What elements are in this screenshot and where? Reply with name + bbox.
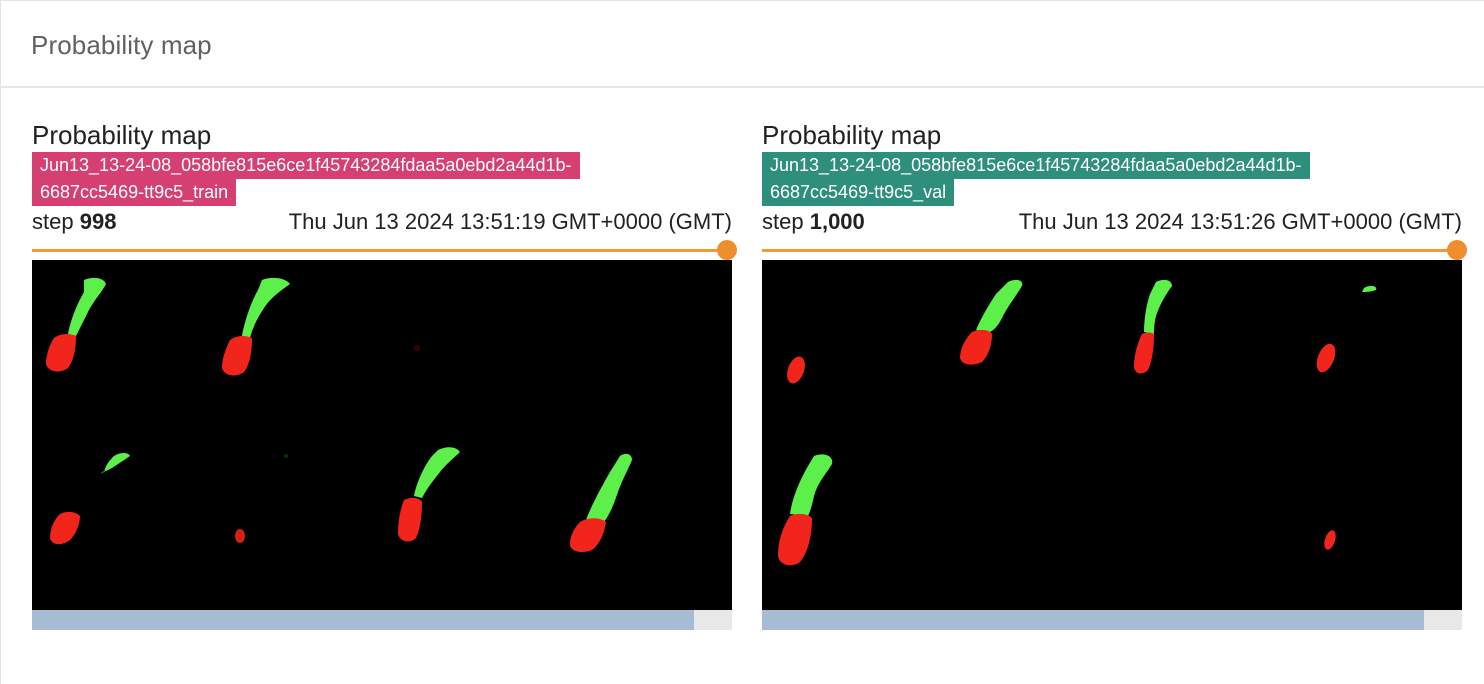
step-row: step 1,000 Thu Jun 13 2024 13:51:26 GMT+… <box>762 208 1464 236</box>
section-header[interactable]: Probability map <box>0 0 1484 88</box>
scroll-thumb[interactable] <box>762 610 1424 630</box>
run-tag: Jun13_13-24-08_058bfe815e6ce1f45743284fd… <box>762 152 1452 206</box>
horizontal-scrollbar[interactable] <box>762 610 1462 630</box>
run-tag-line-1: Jun13_13-24-08_058bfe815e6ce1f45743284fd… <box>32 152 580 179</box>
timestamp: Thu Jun 13 2024 13:51:26 GMT+0000 (GMT) <box>1018 209 1462 234</box>
top-border <box>0 0 1484 1</box>
step-slider[interactable] <box>762 240 1467 260</box>
timestamp: Thu Jun 13 2024 13:51:19 GMT+0000 (GMT) <box>288 209 732 234</box>
scroll-thumb[interactable] <box>32 610 694 630</box>
card-title: Probability map <box>762 120 942 150</box>
step-value: 1,000 <box>809 209 865 234</box>
step-info: step 1,000 <box>762 208 865 236</box>
step-info: step 998 <box>32 208 116 236</box>
step-label: step <box>32 209 74 234</box>
left-border <box>0 0 1 684</box>
slider-track[interactable] <box>32 249 722 252</box>
horizontal-scrollbar[interactable] <box>32 610 732 630</box>
card-title: Probability map <box>32 120 212 150</box>
run-tag-line-1: Jun13_13-24-08_058bfe815e6ce1f45743284fd… <box>762 152 1310 179</box>
image-card-val: Probability map Jun13_13-24-08_058bfe815… <box>762 118 1467 630</box>
section-title: Probability map <box>31 30 212 60</box>
probability-map-image <box>762 260 1462 610</box>
slider-thumb[interactable] <box>1447 240 1467 260</box>
image-card-train: Probability map Jun13_13-24-08_058bfe815… <box>32 118 737 630</box>
slider-track[interactable] <box>762 249 1452 252</box>
probability-map-val <box>762 260 1462 610</box>
run-tag-line-2: 6687cc5469-tt9c5_val <box>762 179 955 206</box>
probability-map-train <box>32 260 732 610</box>
step-value: 998 <box>79 209 117 234</box>
run-tag-line-2: 6687cc5469-tt9c5_train <box>32 179 237 206</box>
probability-map-image <box>32 260 732 610</box>
step-label: step <box>762 209 804 234</box>
step-slider[interactable] <box>32 240 737 260</box>
run-tag: Jun13_13-24-08_058bfe815e6ce1f45743284fd… <box>32 152 722 206</box>
step-row: step 998 Thu Jun 13 2024 13:51:19 GMT+00… <box>32 208 734 236</box>
slider-thumb[interactable] <box>717 240 737 260</box>
